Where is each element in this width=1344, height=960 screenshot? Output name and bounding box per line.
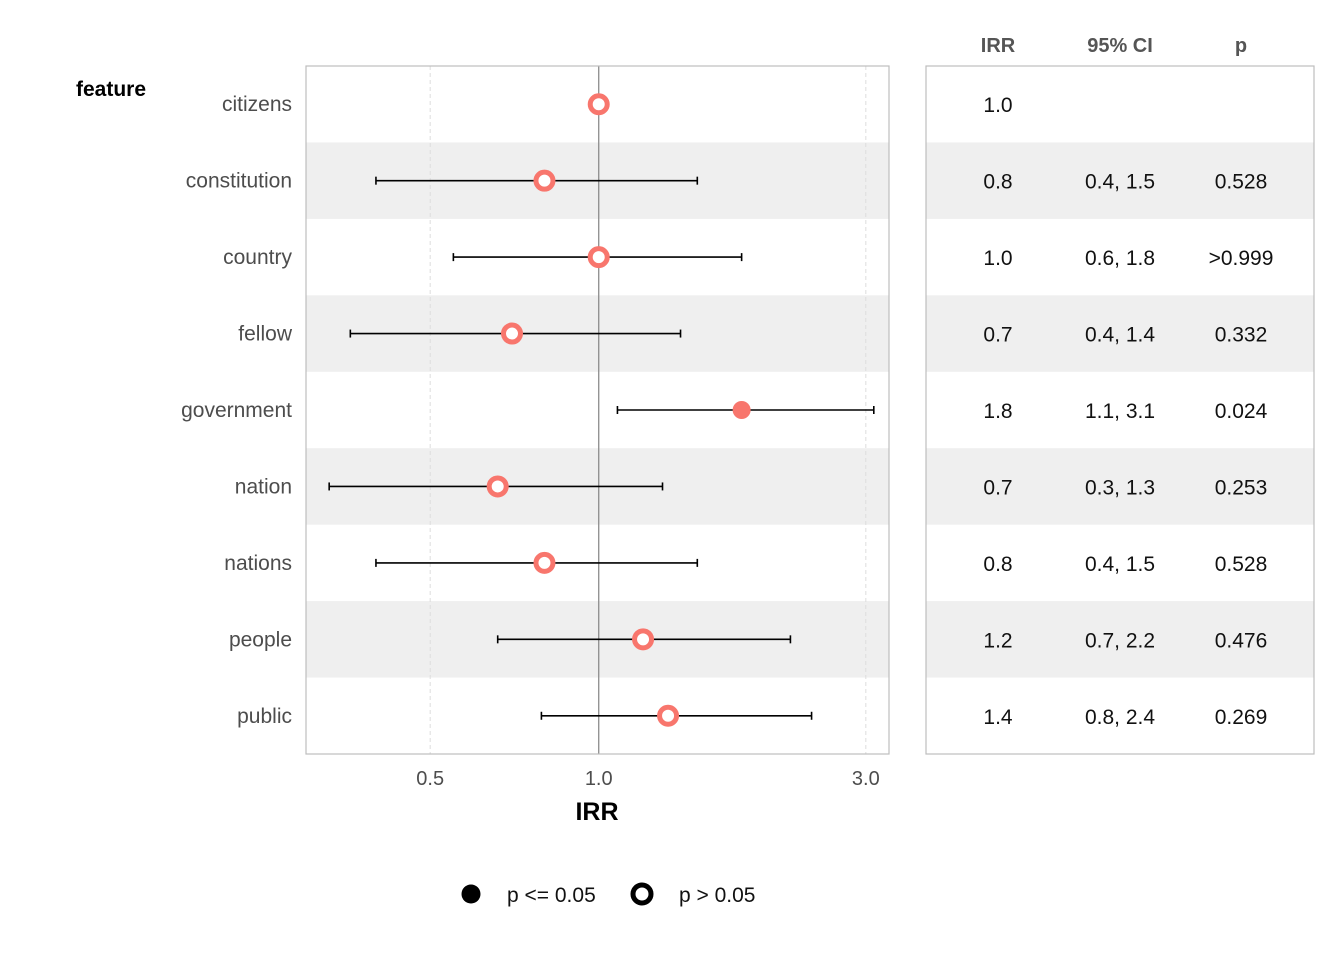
table-cell: 0.7 xyxy=(983,476,1012,499)
table-header: p xyxy=(1235,35,1247,57)
table-headers: IRR 95% CI p xyxy=(981,35,1247,57)
table-cell: 0.6, 1.8 xyxy=(1085,247,1155,270)
row-label: country xyxy=(223,246,292,269)
x-axis-label: IRR xyxy=(575,798,618,826)
table-cell: 0.4, 1.5 xyxy=(1085,553,1155,576)
point-not-significant xyxy=(587,246,610,269)
x-tick-label: 3.0 xyxy=(852,768,880,790)
point-not-significant xyxy=(486,475,509,498)
legend-filled-circle-icon xyxy=(461,884,481,904)
row-label: fellow xyxy=(238,323,293,346)
point-not-significant xyxy=(533,169,556,192)
point-not-significant xyxy=(533,551,556,574)
table-header: 95% CI xyxy=(1087,35,1153,57)
table-cell: 0.332 xyxy=(1215,324,1268,347)
point-not-significant xyxy=(657,704,680,727)
point-significant xyxy=(732,401,751,419)
point-not-significant xyxy=(501,322,524,345)
table-cell: 0.4, 1.5 xyxy=(1085,171,1155,194)
table-cell: 0.476 xyxy=(1215,629,1268,652)
row-label: citizens xyxy=(222,93,292,116)
point-not-significant xyxy=(587,93,610,116)
table-cell: 1.0 xyxy=(983,94,1012,117)
table-row-stripe xyxy=(926,448,1314,525)
table-cell: 1.8 xyxy=(983,400,1012,423)
legend-hollow-circle-icon xyxy=(630,882,654,906)
table-cell: 0.8, 2.4 xyxy=(1085,706,1155,729)
table-cell: 1.0 xyxy=(983,247,1012,270)
table-cell: 0.8 xyxy=(983,171,1012,194)
legend-label: p > 0.05 xyxy=(679,884,755,907)
legend: p <= 0.05 p > 0.05 xyxy=(461,882,755,907)
row-label: nation xyxy=(235,475,292,498)
point-not-significant xyxy=(632,628,655,651)
row-label: constitution xyxy=(186,170,292,193)
table-cell: 0.528 xyxy=(1215,553,1268,576)
x-tick-label: 0.5 xyxy=(416,768,444,790)
table-cell: >0.999 xyxy=(1209,247,1274,270)
table-cells: 1.0 0.8 0.4, 1.5 0.528 1.0 0.6, 1.8 >0.999 0.7 0… xyxy=(983,94,1273,729)
table-header: IRR xyxy=(981,35,1016,57)
table-row-stripe xyxy=(926,601,1314,678)
table-cell: 0.024 xyxy=(1215,400,1268,423)
table-panel-border xyxy=(925,65,1315,755)
row-label: people xyxy=(229,628,292,651)
group-label: feature xyxy=(76,78,146,101)
table-cell: 0.7, 2.2 xyxy=(1085,629,1155,652)
irr-points xyxy=(486,93,751,727)
table-cell: 0.8 xyxy=(983,553,1012,576)
table-cell: 1.2 xyxy=(983,629,1012,652)
table-row-stripe xyxy=(926,295,1314,372)
row-labels: citizens constitution country fellow governm… xyxy=(181,93,293,728)
legend-label: p <= 0.05 xyxy=(507,884,596,907)
table-cell: 0.528 xyxy=(1215,171,1268,194)
x-tick-labels: 0.5 1.0 3.0 xyxy=(416,768,879,790)
table-row-stripe xyxy=(926,142,1314,219)
table-cell: 0.253 xyxy=(1215,476,1268,499)
table-cell: 1.4 xyxy=(983,706,1013,729)
table-cell: 0.269 xyxy=(1215,706,1268,729)
row-label: public xyxy=(237,705,292,728)
table-cell: 0.3, 1.3 xyxy=(1085,476,1155,499)
table-cell: 0.7 xyxy=(983,324,1012,347)
row-label: nations xyxy=(224,552,292,575)
x-tick-label: 1.0 xyxy=(585,768,613,790)
table-cell: 0.4, 1.4 xyxy=(1085,324,1155,347)
row-label: government xyxy=(181,399,292,422)
table-cell: 1.1, 3.1 xyxy=(1085,400,1155,423)
plot-panel-border xyxy=(305,65,890,755)
